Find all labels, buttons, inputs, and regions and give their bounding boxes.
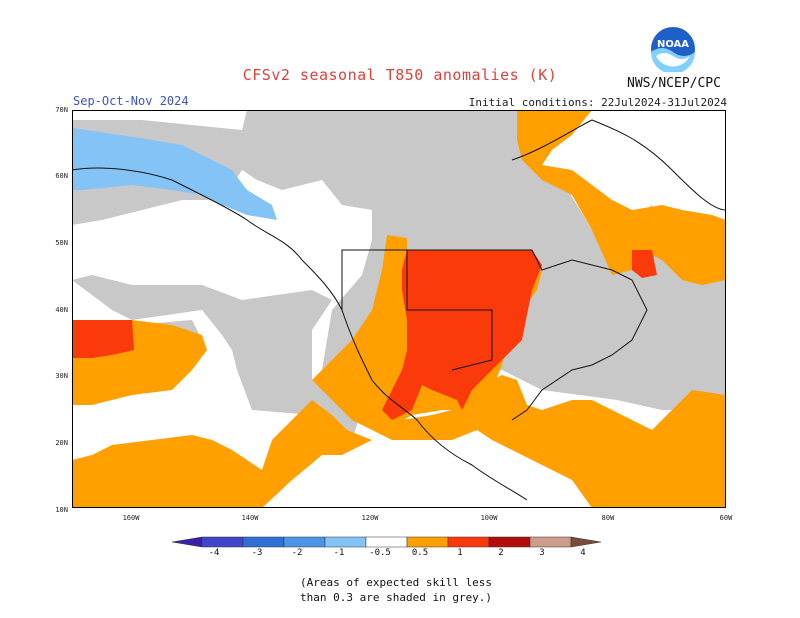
legend-swatch [171,536,203,548]
legend-swatch [570,536,602,548]
legend-label: -2 [291,548,303,558]
skill-note: (Areas of expected skill less than 0.3 a… [300,575,560,605]
lat-label: 40N [55,306,68,314]
map-title: CFSv2 seasonal T850 anomalies (K) [242,66,558,84]
legend-swatch [324,536,367,548]
svg-text:NOAA: NOAA [657,39,689,50]
legend-label: 0.5 [411,548,429,558]
lon-label: 100W [480,514,498,522]
lon-label: 120W [361,514,379,522]
color-legend [171,534,626,553]
skill-note-line: (Areas of expected skill less [300,576,493,589]
legend-swatch [201,536,244,548]
strong-warm-anomaly [72,250,657,420]
cool-anomaly-alaska [72,128,277,220]
legend-label: 3 [539,548,545,558]
skill-note-line: than 0.3 are shaded in grey.) [300,591,493,604]
legend-swatch [242,536,285,548]
lat-label: 60N [55,172,68,180]
lat-label: 20N [55,439,68,447]
legend-swatch [406,536,449,548]
legend-label: 4 [580,548,586,558]
initial-conditions-label: Initial conditions: 22Jul2024-31Jul2024 [468,96,727,109]
lat-label: 10N [55,506,68,514]
legend-swatch [488,536,531,548]
legend-label: -1 [333,548,345,558]
lat-label: 70N [55,106,68,114]
legend-label: -3 [251,548,263,558]
agency-label: NWS/NCEP/CPC [627,76,721,91]
lon-label: 160W [122,514,140,522]
legend-swatch [365,536,408,548]
legend-label: 1 [457,548,463,558]
legend-label: 2 [498,548,504,558]
lat-label: 50N [55,239,68,247]
legend-label: -0.5 [369,548,391,558]
lon-label: 140W [241,514,259,522]
noaa-logo: NOAA [650,26,696,76]
legend-swatch [283,536,326,548]
lon-label: 80W [601,514,615,522]
legend-label: -4 [208,548,220,558]
season-label: Sep-Oct-Nov 2024 [73,94,189,108]
anomaly-map [71,110,727,508]
legend-swatch [529,536,572,548]
lat-label: 30N [55,372,68,380]
lon-label: 60W [719,514,733,522]
legend-swatch [447,536,490,548]
coastlines [71,119,727,501]
